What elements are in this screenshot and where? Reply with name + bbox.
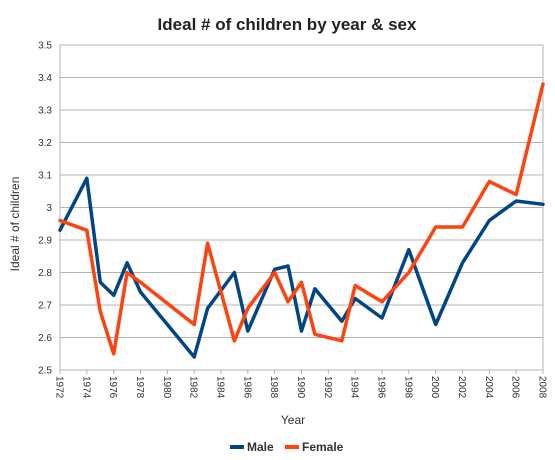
legend: Male Female: [230, 440, 344, 454]
x-tick-label: 1986: [241, 376, 252, 399]
x-tick-label: 1976: [107, 376, 118, 399]
x-tick-label: 2008: [537, 376, 548, 399]
legend-label-male: Male: [247, 440, 274, 454]
axes: [59, 45, 544, 374]
y-tick-label: 2.8: [38, 268, 52, 279]
chart-title: Ideal # of children by year & sex: [158, 15, 417, 34]
y-tick-label: 3: [46, 203, 52, 214]
y-tick-label: 3.5: [38, 41, 52, 52]
x-tick-label: 1984: [215, 376, 226, 399]
x-tick-label: 1992: [322, 376, 333, 399]
x-tick-label: 2002: [456, 376, 467, 399]
series-line-female: [58, 82, 545, 356]
x-tick-label: 2006: [510, 376, 521, 399]
x-tick-label: 1988: [268, 376, 279, 399]
y-tick-label: 3.2: [38, 138, 52, 149]
y-tick-label: 2.9: [38, 236, 52, 247]
x-tick-label: 1974: [80, 376, 91, 399]
y-tick-labels: 2.5 2.6 2.7 2.8 2.9 3 3.1 3.2 3.3 3.4 3.5: [38, 41, 52, 377]
x-tick-label: 1982: [188, 376, 199, 399]
y-axis-title: Ideal # of children: [8, 177, 22, 272]
y-tick-label: 2.7: [38, 301, 52, 312]
x-tick-label: 1980: [161, 376, 172, 399]
x-tick-label: 1972: [54, 376, 65, 399]
x-tick-label: 2004: [483, 376, 494, 399]
y-tick-label: 2.6: [38, 333, 52, 344]
x-tick-labels: 1972 1974 1976 1978 1980 1982 1984 1986 1988 1990…: [54, 376, 548, 399]
grid-lines: [60, 44, 543, 371]
x-tick-label: 1998: [402, 376, 413, 399]
x-axis-title: Year: [281, 413, 305, 427]
y-tick-label: 2.5: [38, 366, 52, 377]
series-lines: [58, 82, 545, 359]
y-tick-label: 3.3: [38, 106, 52, 117]
y-tick-label: 3.4: [38, 73, 52, 84]
x-tick-label: 1978: [134, 376, 145, 399]
legend-label-female: Female: [302, 440, 344, 454]
x-tick-label: 1996: [376, 376, 387, 399]
x-tick-label: 1994: [349, 376, 360, 399]
x-tick-label: 2000: [429, 376, 440, 399]
y-tick-label: 3.1: [38, 171, 52, 182]
x-tick-label: 1990: [295, 376, 306, 399]
series-line-male: [58, 176, 545, 359]
